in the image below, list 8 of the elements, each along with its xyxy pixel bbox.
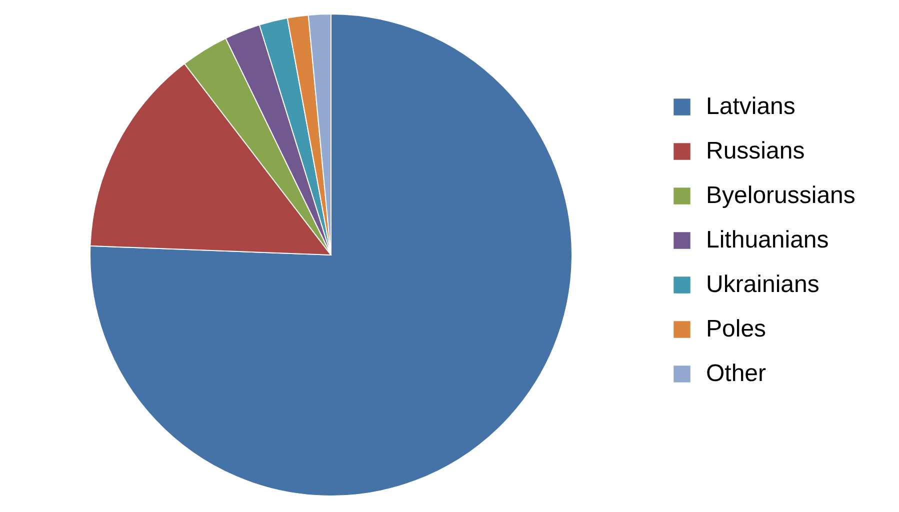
legend-label: Other [706,360,766,387]
legend-label: Lithuanians [706,226,829,254]
pie-slice [90,14,572,496]
legend-label: Poles [706,316,766,342]
legend-label: Ukrainians [706,271,820,298]
legend-label: Byelorussians [706,182,856,209]
legend-label: Russians [706,138,805,164]
legend-label: Latvians [706,93,796,120]
